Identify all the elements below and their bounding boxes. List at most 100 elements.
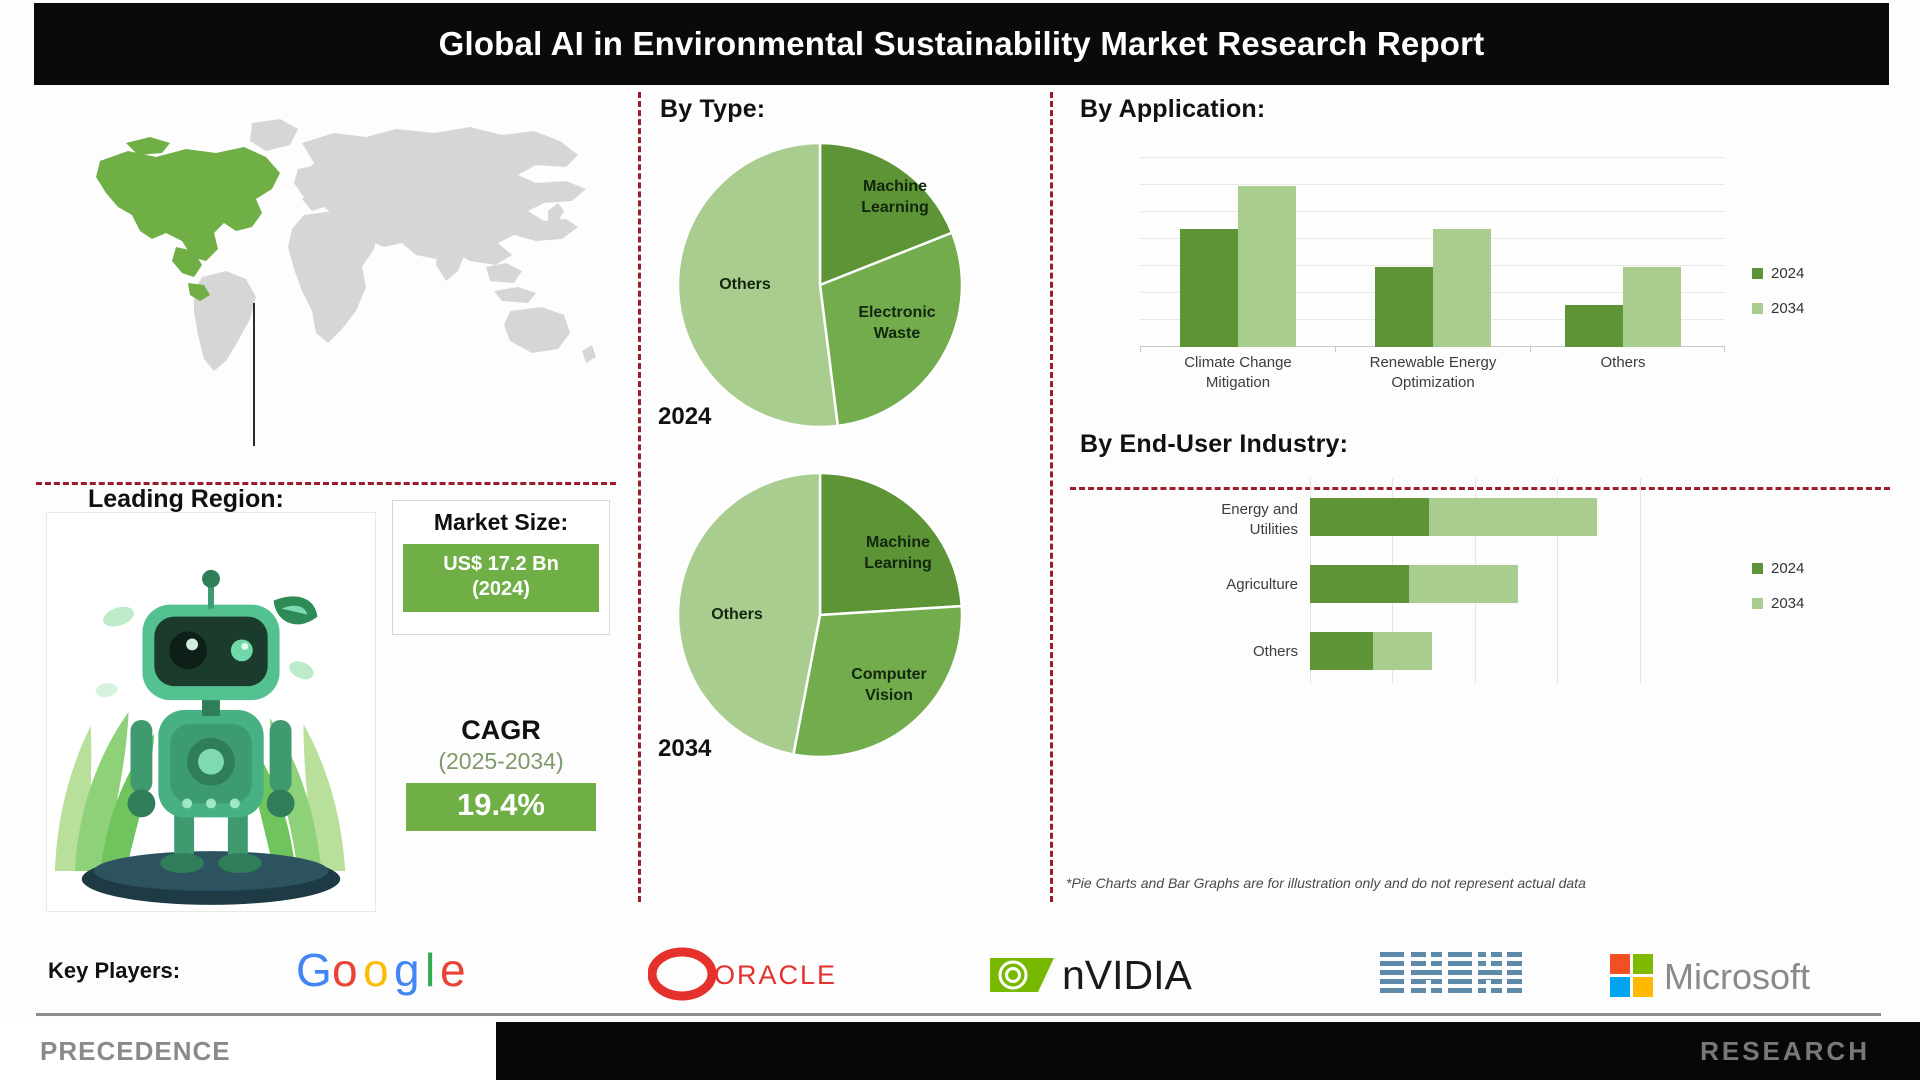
- bar-2024: [1375, 267, 1433, 347]
- pie-slice: [676, 471, 822, 756]
- gridline: [1640, 478, 1641, 684]
- pie-chart-2034: Others Machine Learning Computer Vision: [670, 465, 990, 765]
- svg-text:l: l: [425, 944, 435, 996]
- pie-slice: [818, 231, 964, 428]
- bottom-black-block: [496, 1022, 1920, 1080]
- divider-vertical-left: [638, 92, 641, 902]
- pie-slice: [818, 471, 964, 617]
- pie-slice: [676, 141, 840, 429]
- enduser-bar-chart: Energy and Utilities Agriculture Others: [1221, 478, 1641, 684]
- stacked-bar-category-label: Energy and Utilities: [1221, 501, 1298, 538]
- legend-label-2024: 2024: [1771, 560, 1805, 577]
- legend-swatch-2024: [1752, 268, 1763, 279]
- stacked-bar-row: [1310, 632, 1433, 670]
- page-title: Global AI in Environmental Sustainabilit…: [438, 25, 1485, 62]
- legend-label-2034: 2034: [1771, 300, 1805, 317]
- svg-text:e: e: [440, 944, 466, 996]
- bar-segment-2034: [1428, 498, 1598, 536]
- chart-footnote: *Pie Charts and Bar Graphs are for illus…: [1066, 875, 1586, 891]
- logo-ibm: IBM: [1376, 940, 1526, 1004]
- pie-2034-year: 2034: [658, 735, 712, 762]
- bar-2034: [1238, 185, 1296, 347]
- gridline: [1140, 157, 1725, 158]
- stacked-bar-category-label: Others: [1252, 643, 1298, 660]
- footer-rule: [36, 1013, 1881, 1016]
- svg-text:g: g: [394, 944, 420, 996]
- cagr-card: CAGR (2025-2034) 19.4%: [392, 715, 610, 831]
- logo-nvidia: nVIDIA nVIDIA: [986, 940, 1226, 1004]
- bottom-strip: PRECEDENCE RESEARCH: [0, 1022, 1920, 1080]
- logo-oracle: ORACLE ORACLE: [648, 940, 878, 1004]
- legend-item-2034: 2034: [1752, 300, 1804, 317]
- robot-illustration: [46, 512, 376, 912]
- pie-slice: [818, 141, 954, 287]
- market-size-label: Market Size:: [433, 509, 569, 535]
- logo-microsoft: Microsoft Microsoft: [1606, 940, 1866, 1004]
- title-bar: Global AI in Environmental Sustainabilit…: [34, 3, 1889, 85]
- svg-text:o: o: [363, 944, 389, 996]
- market-size-value-amount: US$ 17.2 Bn: [443, 553, 559, 575]
- legend-label-2034: 2034: [1771, 595, 1805, 612]
- cagr-label: CAGR: [461, 715, 541, 745]
- legend-swatch-2034: [1752, 303, 1763, 314]
- gridline: [1140, 265, 1725, 266]
- bar-2034: [1623, 267, 1681, 347]
- svg-text:nVIDIA: nVIDIA: [1062, 952, 1193, 998]
- divider-horizontal-right: [1070, 487, 1890, 490]
- by-enduser-header: By End-User Industry:: [1080, 430, 1349, 458]
- bar-2034: [1433, 229, 1491, 347]
- bar-2024: [1565, 305, 1623, 347]
- legend-swatch-2034: [1752, 598, 1763, 609]
- bar-segment-2034: [1372, 632, 1433, 670]
- market-size-value: US$ 17.2 Bn (2024): [403, 544, 599, 612]
- left-column: Leading Region: North America: [36, 95, 616, 546]
- bottom-left-brand: PRECEDENCE: [40, 1036, 231, 1066]
- gridline: [1140, 238, 1725, 239]
- key-players-label: Key Players:: [48, 958, 181, 983]
- legend-item-2034: 2034: [1752, 595, 1804, 612]
- bar-group: [1565, 267, 1681, 347]
- svg-text:Microsoft: Microsoft: [1664, 956, 1810, 997]
- map-pin-line: [253, 303, 255, 446]
- gridline: [1140, 211, 1725, 212]
- svg-text:ORACLE: ORACLE: [714, 960, 837, 990]
- by-type-section: By Type: Others Machine Learning Electron…: [640, 95, 1050, 905]
- market-size-card: Market Size: US$ 17.2 Bn (2024): [392, 500, 610, 635]
- leading-region-label: Leading Region:: [88, 485, 284, 513]
- enduser-legend: 2024 2034: [1752, 560, 1804, 630]
- right-column: By Application: Climate Change Mitigation…: [1066, 95, 1890, 915]
- axis-tick: [1140, 346, 1141, 352]
- bar-category-label: Renewable Energy Optimization: [1369, 354, 1497, 392]
- pie-2024-year: 2024: [658, 403, 712, 430]
- bar-category-label: Others: [1600, 354, 1646, 371]
- axis-tick: [1530, 346, 1531, 352]
- application-legend: 2024 2034: [1752, 265, 1804, 335]
- cagr-value: 19.4%: [406, 783, 596, 831]
- gridline: [1557, 478, 1558, 684]
- world-map: [66, 115, 606, 446]
- bar-group: [1375, 229, 1491, 347]
- svg-text:o: o: [332, 944, 358, 996]
- by-type-header: By Type:: [660, 95, 766, 123]
- pie-chart-2024: Others Machine Learning Electronic Waste: [670, 135, 990, 435]
- axis-tick: [1335, 346, 1336, 352]
- stacked-bar-row: [1310, 498, 1598, 536]
- pie-slice: [791, 604, 964, 759]
- bottom-right-brand: RESEARCH: [1700, 1036, 1870, 1066]
- bar-group: [1180, 185, 1296, 347]
- axis-tick: [1724, 346, 1725, 352]
- by-application-header: By Application:: [1080, 95, 1266, 123]
- bar-segment-2034: [1409, 565, 1518, 603]
- legend-swatch-2024: [1752, 563, 1763, 574]
- gridline: [1140, 184, 1725, 185]
- bar-segment-2024: [1310, 632, 1373, 670]
- bar-category-label: Climate Change Mitigation: [1184, 354, 1292, 392]
- bar-2024: [1180, 229, 1238, 347]
- divider-vertical-right: [1050, 92, 1053, 902]
- legend-label-2024: 2024: [1771, 265, 1805, 282]
- stacked-bar-category-label: Agriculture: [1226, 576, 1298, 593]
- cagr-period: (2025-2034): [438, 748, 564, 774]
